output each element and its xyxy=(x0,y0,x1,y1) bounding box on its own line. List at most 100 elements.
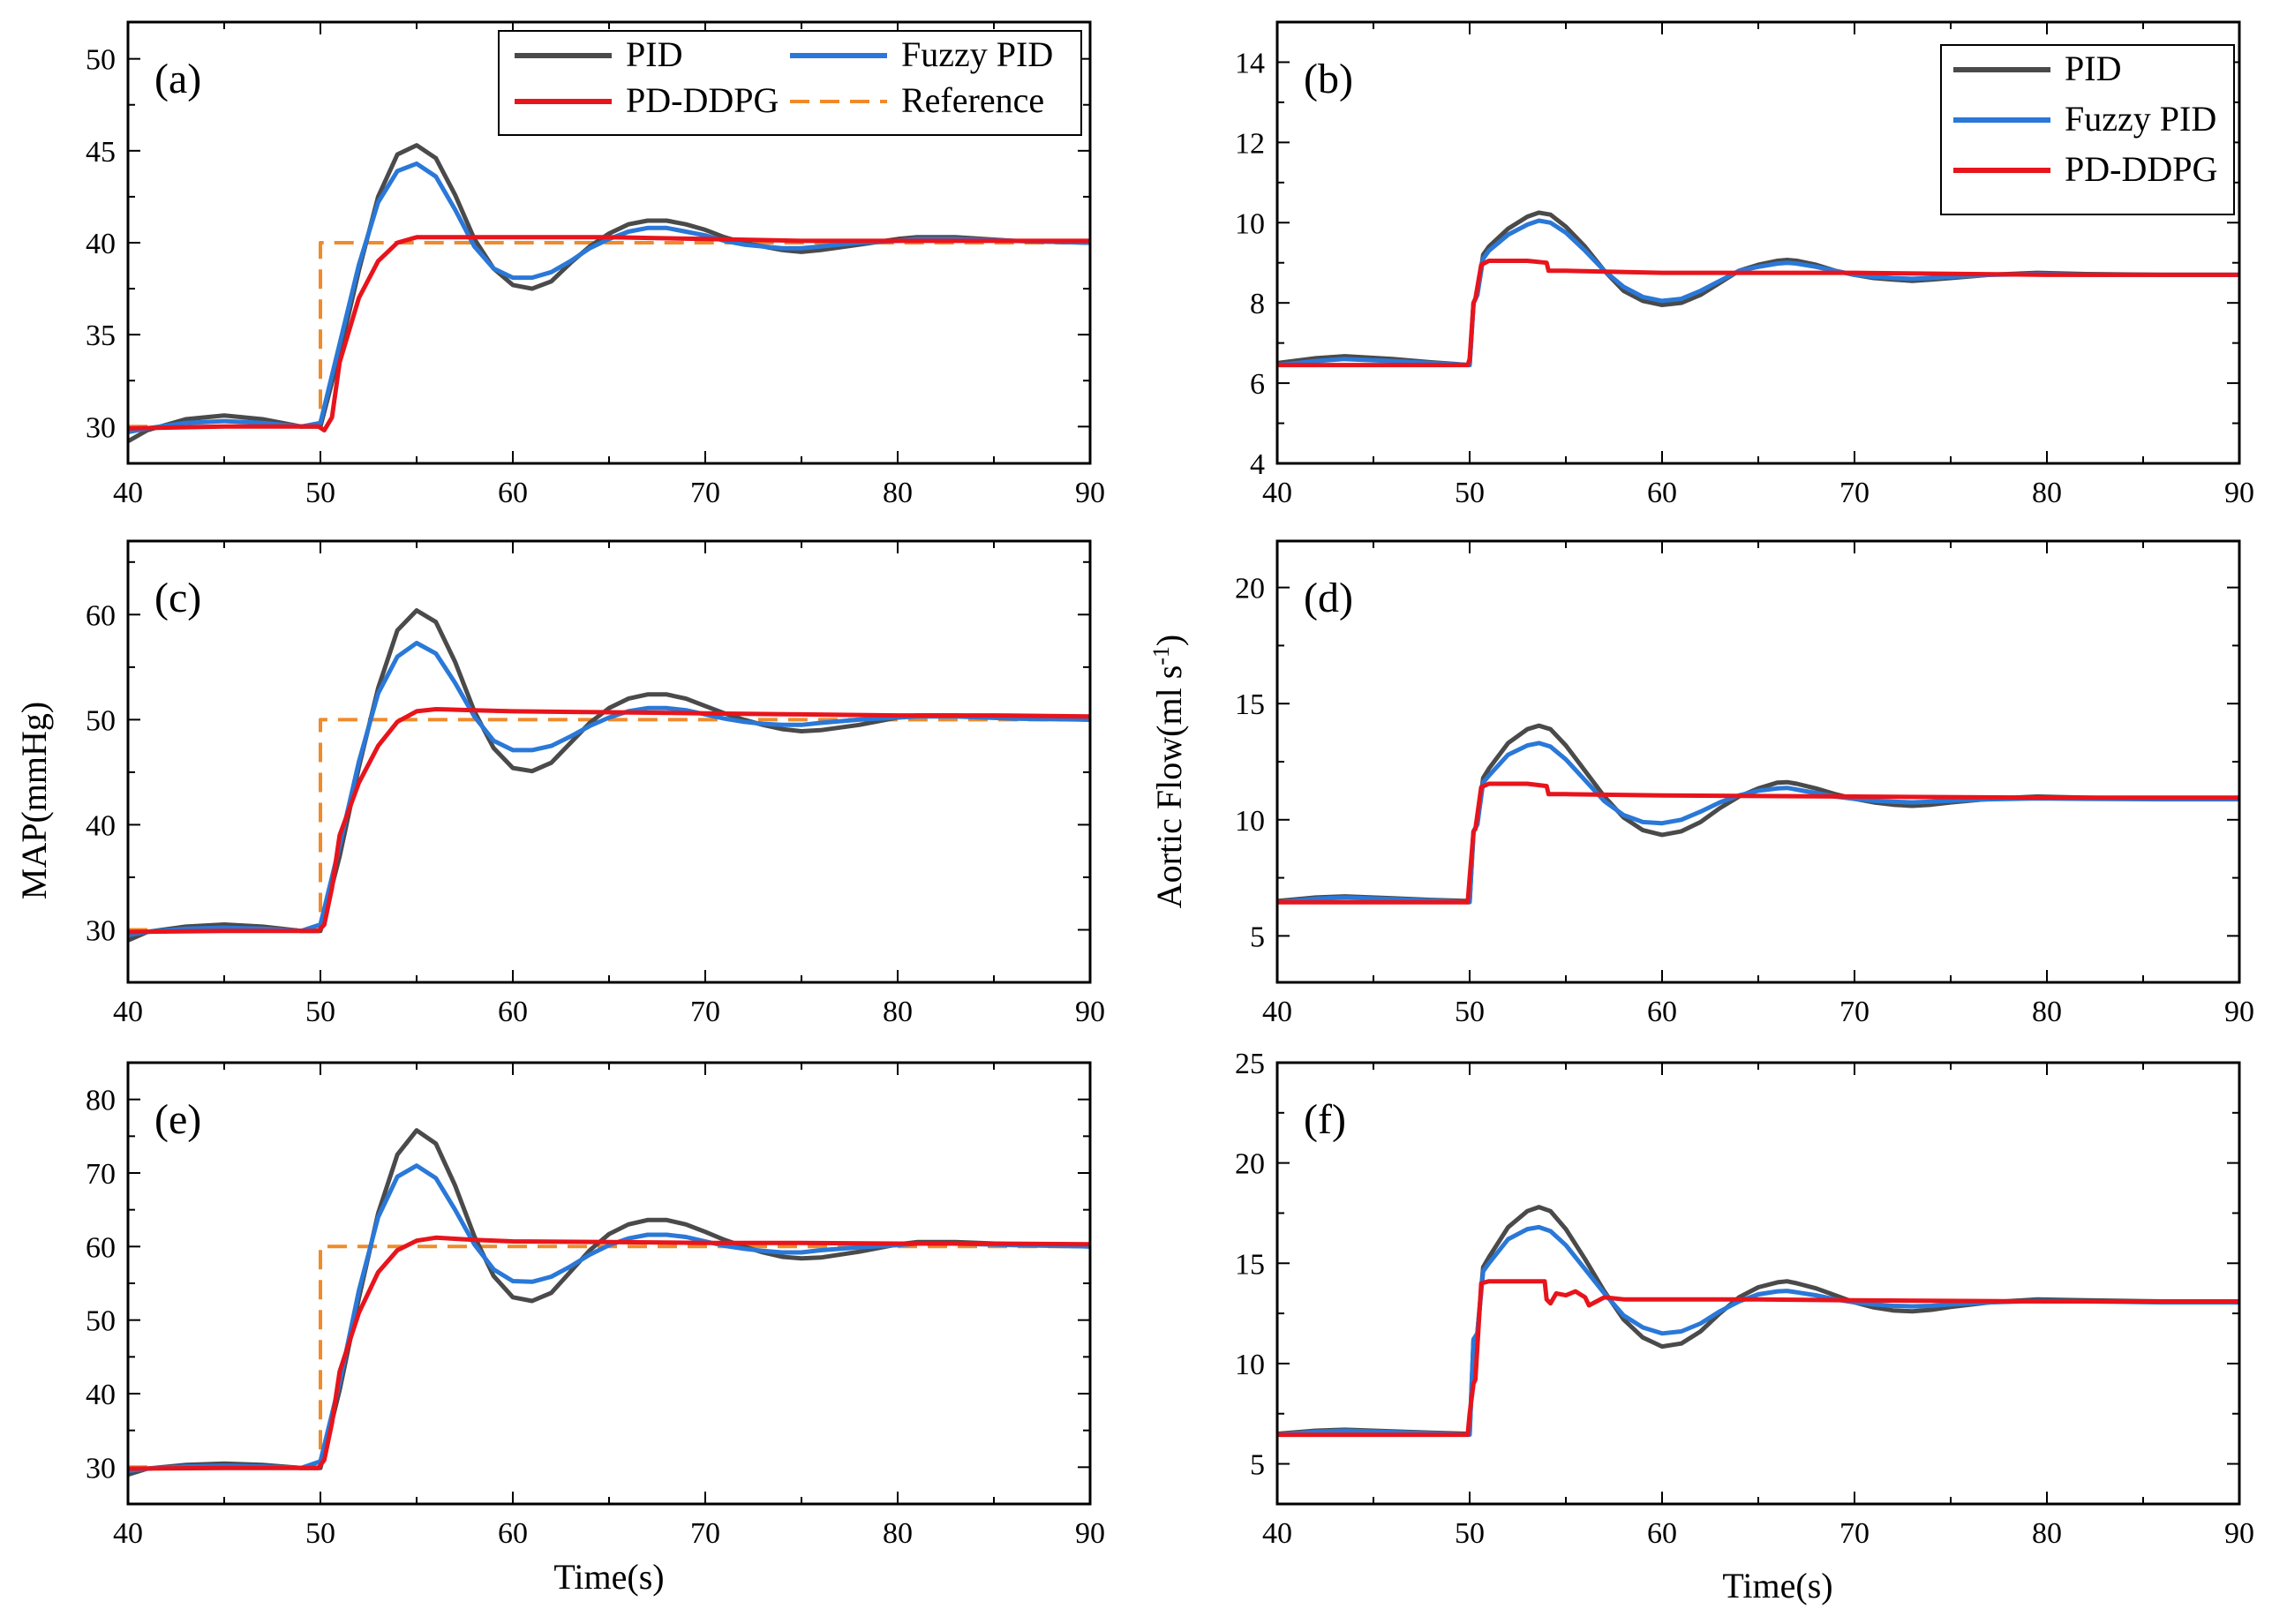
legend-box xyxy=(498,30,1082,136)
y-axis-title-right-close: ) xyxy=(1149,635,1189,646)
y-tick-label: 25 xyxy=(1235,1048,1265,1080)
legend: PID Fuzzy PID PD-DDPG xyxy=(1940,44,2235,215)
x-tick-label: 50 xyxy=(1455,1517,1485,1550)
x-tick-label: 70 xyxy=(690,477,720,509)
y-tick-label: 40 xyxy=(86,228,116,260)
x-tick-label: 70 xyxy=(690,996,720,1028)
x-tick-label: 80 xyxy=(2032,996,2062,1028)
y-tick-label: 60 xyxy=(86,599,116,632)
series-line-pid xyxy=(1277,723,2239,904)
panel-label: (a) xyxy=(154,56,201,102)
series-line-pd-ddpg xyxy=(1277,781,2239,905)
x-axis-title-right: Time(s) xyxy=(1722,1566,1832,1605)
legend-label-pid: PID xyxy=(2065,49,2121,88)
x-tick-label: 90 xyxy=(1075,477,1105,509)
panel-label: (f) xyxy=(1304,1096,1346,1143)
y-tick-label: 8 xyxy=(1250,288,1265,320)
x-tick-label: 80 xyxy=(2032,1517,2062,1550)
y-axis-title-right-main: Aortic Flow(ml s xyxy=(1149,665,1189,909)
series-line-pd-ddpg xyxy=(1277,1279,2239,1438)
legend-label-pd-ddpg: PD-DDPG xyxy=(2065,149,2217,189)
chart-panel: 40 50 60 70 80 90 5 10 15 20 (d) xyxy=(1235,539,2254,1028)
legend: PID Fuzzy PID PD-DDPG Reference xyxy=(498,30,1082,136)
x-tick-label: 40 xyxy=(113,996,143,1028)
plot-frame xyxy=(1275,20,2241,465)
y-tick-label: 12 xyxy=(1235,127,1265,160)
y-tick-label: 10 xyxy=(1235,1349,1265,1381)
y-tick-label: 50 xyxy=(86,44,116,77)
x-tick-label: 40 xyxy=(1262,1517,1292,1550)
panel-label: (b) xyxy=(1304,56,1353,102)
x-tick-label: 90 xyxy=(2224,477,2254,509)
y-tick-label: 15 xyxy=(1235,1248,1265,1281)
x-tick-label: 40 xyxy=(1262,477,1292,509)
y-tick-label: 14 xyxy=(1235,47,1265,79)
x-tick-label: 80 xyxy=(883,1517,913,1550)
y-tick-label: 20 xyxy=(1235,573,1265,605)
x-tick-label: 60 xyxy=(498,477,528,509)
x-tick-label: 50 xyxy=(305,1517,335,1550)
y-tick-label: 70 xyxy=(86,1158,116,1191)
y-tick-label: 60 xyxy=(86,1231,116,1264)
plot-frame xyxy=(126,539,1092,984)
y-tick-label: 50 xyxy=(86,704,116,737)
y-tick-label: 40 xyxy=(86,809,116,842)
x-tick-label: 60 xyxy=(498,996,528,1028)
panel-label: (e) xyxy=(154,1096,201,1143)
y-tick-label: 20 xyxy=(1235,1148,1265,1181)
y-tick-label: 10 xyxy=(1235,805,1265,838)
x-tick-label: 70 xyxy=(1839,996,1870,1028)
series-line-pid xyxy=(128,143,1090,444)
x-tick-label: 40 xyxy=(113,477,143,509)
y-tick-label: 40 xyxy=(86,1379,116,1411)
y-axis-title-right: Aortic Flow(ml s-1) xyxy=(1148,635,1189,909)
series-line-pd-ddpg xyxy=(128,1235,1090,1471)
chart-panel: 40 50 60 70 80 90 5 10 15 20 25 (f) xyxy=(1235,1048,2254,1550)
series-line-reference xyxy=(128,241,1090,429)
series-line-pid xyxy=(1277,1205,2239,1436)
x-axis-title-left: Time(s) xyxy=(553,1557,664,1597)
series-line-fuzzy-pid xyxy=(1277,741,2239,905)
series-line-fuzzy-pid xyxy=(1277,1224,2239,1438)
y-tick-label: 6 xyxy=(1250,368,1265,401)
x-tick-label: 70 xyxy=(1839,477,1870,509)
y-tick-label: 10 xyxy=(1235,207,1265,240)
y-tick-label: 80 xyxy=(86,1085,116,1117)
x-tick-label: 50 xyxy=(1455,996,1485,1028)
plot-frame xyxy=(126,1061,1092,1506)
x-tick-label: 60 xyxy=(1647,1517,1677,1550)
x-tick-label: 40 xyxy=(1262,996,1292,1028)
x-tick-label: 90 xyxy=(1075,996,1105,1028)
series-line-fuzzy-pid xyxy=(1277,218,2239,368)
chart-panel: 40 50 60 70 80 90 30 40 50 60 70 80 (e) xyxy=(86,1061,1105,1550)
chart-panel: 40 50 60 70 80 90 30 35 40 45 50 (a) PID Fuzzy PID PD-… xyxy=(86,20,1105,509)
series-line-pid xyxy=(128,608,1090,943)
x-tick-label: 80 xyxy=(2032,477,2062,509)
y-tick-label: 35 xyxy=(86,320,116,352)
x-tick-label: 50 xyxy=(305,996,335,1028)
y-tick-label: 4 xyxy=(1250,448,1265,481)
y-tick-label: 30 xyxy=(86,411,116,444)
series-line-fuzzy-pid xyxy=(128,641,1090,937)
series-line-fuzzy-pid xyxy=(128,1163,1090,1473)
y-tick-label: 50 xyxy=(86,1305,116,1338)
x-tick-label: 60 xyxy=(1647,996,1677,1028)
x-tick-label: 80 xyxy=(883,996,913,1028)
plot-frame xyxy=(126,20,1092,465)
x-tick-label: 80 xyxy=(883,477,913,509)
x-tick-label: 90 xyxy=(2224,1517,2254,1550)
legend-label-pd-ddpg: PD-DDPG xyxy=(626,80,779,120)
y-tick-label: 30 xyxy=(86,914,116,947)
y-tick-label: 15 xyxy=(1235,688,1265,721)
series-line-pd-ddpg xyxy=(128,235,1090,432)
x-tick-label: 60 xyxy=(1647,477,1677,509)
series-line-reference xyxy=(128,1244,1090,1470)
y-axis-title-left: MAP(mmHg) xyxy=(14,702,54,899)
y-tick-label: 5 xyxy=(1250,1449,1265,1482)
series-line-pd-ddpg xyxy=(128,707,1090,935)
chart-panel: 40 50 60 70 80 90 4 6 8 10 12 14 (b) PID Fuzzy PID PD-D… xyxy=(1235,20,2254,509)
x-tick-label: 90 xyxy=(1075,1517,1105,1550)
x-tick-label: 50 xyxy=(1455,477,1485,509)
